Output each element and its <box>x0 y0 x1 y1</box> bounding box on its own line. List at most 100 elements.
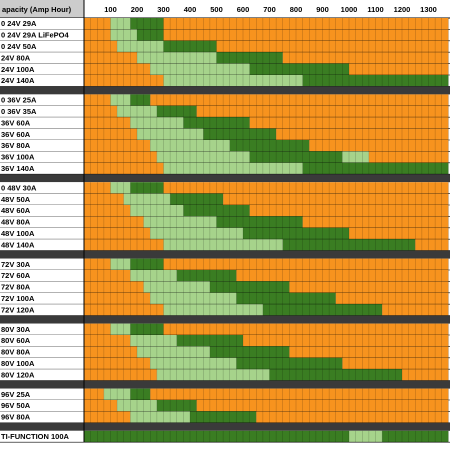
row-label-cell <box>0 75 84 87</box>
column-label: 800 <box>290 5 303 14</box>
row-label-cell <box>0 270 84 282</box>
cell-run <box>402 369 449 381</box>
cell-run <box>243 227 349 240</box>
cell-run <box>156 105 197 118</box>
row-label-cell <box>0 430 84 443</box>
row-label: 0 36V 25A <box>1 96 37 105</box>
cell-run <box>229 140 310 152</box>
cell-run <box>150 357 237 370</box>
cell-run <box>249 63 349 75</box>
cell-run <box>110 182 131 194</box>
row-label-cell <box>0 205 84 217</box>
cell-run <box>84 335 131 347</box>
row-label: 36V 60A <box>1 118 31 127</box>
row-label-cell <box>0 369 84 381</box>
cell-run <box>84 162 164 175</box>
row-label-cell <box>0 29 84 41</box>
cell-run <box>150 63 250 75</box>
column-label: 1200 <box>394 5 411 14</box>
group-separator <box>0 422 450 431</box>
cell-run <box>84 323 111 335</box>
cell-run <box>156 151 250 163</box>
row-label: 0 24V 29A LiFePO4 <box>1 31 70 40</box>
cell-run <box>236 357 343 370</box>
cell-run <box>137 29 164 41</box>
column-label: 1300 <box>420 5 437 14</box>
row-label: 48V 100A <box>1 229 35 238</box>
row-label-cell <box>0 258 84 270</box>
cell-run <box>249 205 449 217</box>
cell-run <box>382 430 449 443</box>
cell-run <box>156 369 270 381</box>
column-label: 1100 <box>367 5 383 14</box>
row-label: 48V 60A <box>1 206 31 215</box>
cell-run <box>156 400 197 412</box>
row-label-cell <box>0 227 84 240</box>
cell-run <box>84 29 111 41</box>
cell-run <box>368 151 449 163</box>
row-label: 80V 60A <box>1 336 31 345</box>
cell-run <box>209 281 290 293</box>
cell-run <box>84 239 164 251</box>
cell-run <box>84 388 104 400</box>
cell-run <box>84 75 164 87</box>
row-label: 24V 80A <box>1 53 31 62</box>
cell-run <box>342 151 369 163</box>
column-label: 300 <box>157 5 170 14</box>
cell-run <box>84 430 349 443</box>
cell-run <box>196 400 449 412</box>
row-label-cell <box>0 323 84 335</box>
row-label: 72V 100A <box>1 294 35 303</box>
cell-run <box>190 411 257 423</box>
cell-run <box>302 216 449 228</box>
cell-run <box>84 63 151 75</box>
column-label: 1000 <box>341 5 358 14</box>
group-separator <box>0 380 450 389</box>
row-label-cell <box>0 128 84 140</box>
row-label: 72V 80A <box>1 283 31 292</box>
row-label-cell <box>0 94 84 106</box>
cell-run <box>176 335 243 347</box>
cell-run <box>117 105 157 118</box>
row-label-cell <box>0 40 84 53</box>
cell-run <box>236 292 336 305</box>
cell-run <box>84 292 151 305</box>
header-label-cell <box>0 0 84 18</box>
cell-run <box>209 346 290 358</box>
row-label-cell <box>0 52 84 64</box>
row-label-cell <box>0 281 84 293</box>
cell-run <box>216 52 283 64</box>
cell-run <box>84 140 151 152</box>
cell-run <box>130 117 184 129</box>
cell-run <box>130 182 164 194</box>
row-label: 36V 80A <box>1 141 31 150</box>
cell-run <box>84 304 164 316</box>
cell-run <box>130 335 177 347</box>
cell-run <box>223 193 449 205</box>
cell-run <box>84 117 131 129</box>
cell-run <box>84 94 111 106</box>
cell-run <box>84 182 111 194</box>
row-label-cell <box>0 63 84 75</box>
cell-run <box>282 239 416 251</box>
row-label-cell <box>0 105 84 118</box>
cell-run <box>163 323 449 335</box>
row-label: 80V 120A <box>1 370 35 379</box>
cell-run <box>163 162 303 175</box>
cell-run <box>150 388 449 400</box>
row-label: 0 48V 30A <box>1 183 37 192</box>
cell-run <box>110 258 131 270</box>
row-label-cell <box>0 335 84 347</box>
cell-run <box>349 227 449 240</box>
cell-run <box>130 258 164 270</box>
cell-run <box>302 162 449 175</box>
cell-run <box>84 151 157 163</box>
cell-run <box>84 227 151 240</box>
cell-run <box>84 128 137 140</box>
cell-run <box>143 281 210 293</box>
row-label: 96V 80A <box>1 413 31 422</box>
row-label: 48V 140A <box>1 240 35 249</box>
row-label: 0 36V 35A <box>1 107 37 116</box>
cell-run <box>216 216 303 228</box>
